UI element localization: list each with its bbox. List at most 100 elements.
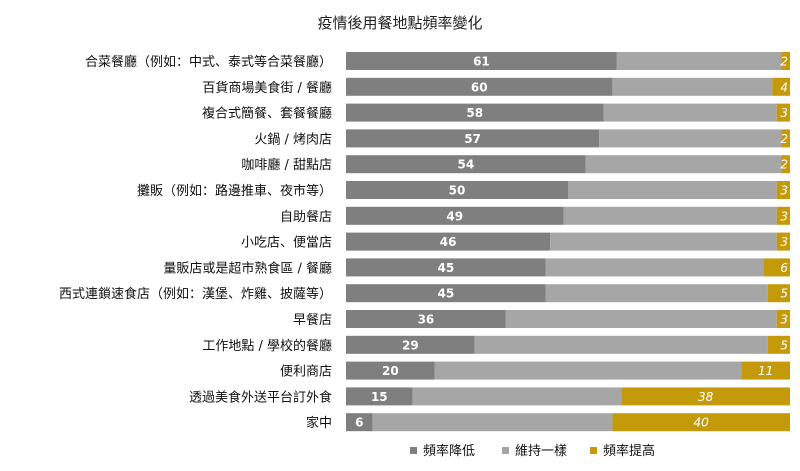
bar-segment bbox=[776, 232, 790, 251]
bar-segment bbox=[412, 387, 622, 406]
bar-segment bbox=[434, 361, 742, 380]
bar-segment bbox=[545, 284, 768, 303]
bar-segment bbox=[781, 52, 790, 70]
category-label: 攤販（例如：路邊推車、夜市等） bbox=[137, 183, 332, 199]
data-label: 6 bbox=[355, 416, 363, 430]
data-label: 57 bbox=[464, 132, 481, 146]
category-label: 複合式簡餐、套餐餐廳 bbox=[202, 106, 332, 122]
bar-segment bbox=[563, 206, 777, 225]
bar-segment bbox=[346, 232, 551, 251]
bar-segment bbox=[612, 413, 790, 432]
data-label: 5 bbox=[780, 338, 788, 352]
data-label: 61 bbox=[473, 55, 490, 69]
legend-swatch bbox=[590, 447, 597, 454]
data-label: 3 bbox=[780, 235, 788, 249]
legend-swatch bbox=[502, 447, 509, 454]
data-label: 3 bbox=[780, 313, 788, 327]
data-label: 58 bbox=[466, 106, 483, 120]
category-label: 家中 bbox=[306, 415, 332, 431]
bar-segment bbox=[763, 258, 790, 277]
bar-segment bbox=[550, 232, 777, 251]
bar-segment bbox=[545, 258, 764, 277]
data-label: 4 bbox=[780, 80, 788, 94]
bar-segment bbox=[346, 413, 373, 432]
bar-segment bbox=[346, 258, 546, 277]
bar-segment bbox=[346, 284, 546, 303]
bar-segment bbox=[776, 310, 790, 328]
legend-label: 維持一樣 bbox=[515, 444, 567, 459]
bar-segment bbox=[346, 155, 586, 174]
data-label: 45 bbox=[438, 287, 455, 301]
bar-segment bbox=[781, 129, 790, 148]
data-label: 45 bbox=[438, 261, 455, 275]
bar-segment bbox=[772, 77, 790, 96]
data-label: 3 bbox=[780, 184, 788, 198]
data-label: 2 bbox=[780, 55, 788, 69]
bar-segment bbox=[568, 181, 777, 199]
legend: 頻率降低 維持一樣 頻率提高 bbox=[410, 443, 655, 459]
category-label: 自助餐店 bbox=[280, 209, 332, 225]
data-label: 29 bbox=[402, 338, 419, 352]
data-label: 2 bbox=[780, 158, 788, 172]
data-label: 49 bbox=[446, 209, 463, 223]
bar-segment bbox=[603, 103, 777, 122]
data-label: 54 bbox=[458, 158, 475, 172]
data-label: 15 bbox=[371, 390, 388, 404]
bar-segment bbox=[346, 77, 613, 96]
bar-segment bbox=[346, 206, 564, 225]
data-label: 46 bbox=[440, 235, 457, 249]
category-label: 透過美食外送平台訂外食 bbox=[189, 389, 332, 405]
bar-segment bbox=[599, 129, 782, 148]
data-label: 5 bbox=[780, 287, 788, 301]
category-label: 西式連鎖速食店（例如：漢堡、炸雞、披薩等） bbox=[59, 286, 332, 302]
category-label: 便利商店 bbox=[280, 365, 332, 380]
data-label: 38 bbox=[698, 390, 714, 404]
bar-area: 61 2 60 4 58 3 57 2 54 2 50 3 49 3 46 3 45 6 45 5 36 3 29 5 20 11… bbox=[346, 52, 790, 432]
bar-segment bbox=[612, 77, 773, 96]
bar-segment bbox=[741, 361, 790, 380]
bar-segment bbox=[346, 387, 413, 406]
chart-title: 疫情後用餐地點頻率變化 bbox=[317, 14, 482, 32]
bar-segment bbox=[621, 387, 790, 406]
bar-segment bbox=[346, 310, 506, 328]
legend-label: 頻率降低 bbox=[423, 443, 475, 459]
category-labels: 合菜餐廳（例如：中式、泰式等合菜餐廳） 百貨商場美食街 / 餐廳複合式簡餐、套餐餐… bbox=[59, 54, 332, 431]
bar-segment bbox=[372, 413, 613, 432]
data-label: 2 bbox=[780, 132, 788, 146]
bar-segment bbox=[776, 206, 790, 225]
data-label: 36 bbox=[418, 313, 435, 327]
bar-segment bbox=[346, 129, 600, 148]
bar-segment bbox=[767, 335, 790, 354]
bar-segment bbox=[346, 103, 604, 122]
category-label: 合菜餐廳（例如：中式、泰式等合菜餐廳） bbox=[85, 54, 332, 70]
bar-segment bbox=[346, 335, 475, 354]
bar-segment bbox=[474, 335, 768, 354]
category-label: 小吃店、便當店 bbox=[241, 235, 332, 251]
bar-segment bbox=[505, 310, 777, 328]
category-label: 百貨商場美食街 / 餐廳 bbox=[202, 80, 332, 96]
bar-segment bbox=[781, 155, 790, 174]
bar-segment bbox=[776, 103, 790, 122]
data-label: 20 bbox=[382, 364, 399, 378]
category-label: 量販店或是超市熟食區 / 餐廳 bbox=[163, 260, 332, 276]
bar-segment bbox=[346, 181, 568, 199]
bar-segment bbox=[346, 361, 435, 380]
data-label: 11 bbox=[758, 364, 773, 378]
category-label: 早餐店 bbox=[293, 312, 332, 328]
data-label: 40 bbox=[694, 416, 710, 430]
data-label: 50 bbox=[449, 184, 466, 198]
legend-swatch bbox=[410, 447, 417, 454]
data-label: 3 bbox=[780, 209, 788, 223]
bar-segment bbox=[585, 155, 782, 174]
legend-label: 頻率提高 bbox=[603, 443, 655, 459]
bar-segment bbox=[767, 284, 790, 303]
category-label: 工作地點 / 學校的餐廳 bbox=[202, 338, 332, 354]
bar-segment bbox=[776, 181, 790, 199]
data-label: 6 bbox=[780, 261, 788, 275]
data-label: 60 bbox=[471, 80, 488, 94]
data-label: 3 bbox=[780, 106, 788, 120]
bar-segment bbox=[616, 52, 782, 70]
bar-segment bbox=[346, 52, 617, 70]
category-label: 咖啡廳 / 甜點店 bbox=[241, 157, 332, 173]
